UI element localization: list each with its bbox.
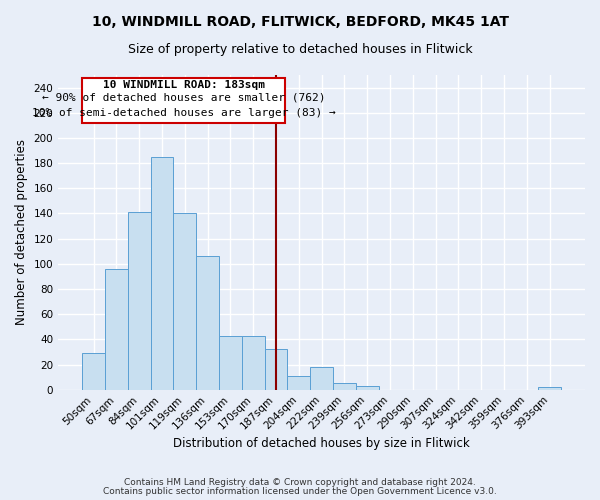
Bar — [105, 269, 128, 390]
Bar — [242, 336, 265, 390]
Bar — [265, 350, 287, 390]
Bar — [128, 212, 151, 390]
Bar — [287, 376, 310, 390]
Text: Contains HM Land Registry data © Crown copyright and database right 2024.: Contains HM Land Registry data © Crown c… — [124, 478, 476, 487]
Text: Size of property relative to detached houses in Flitwick: Size of property relative to detached ho… — [128, 42, 472, 56]
Text: 10 WINDMILL ROAD: 183sqm: 10 WINDMILL ROAD: 183sqm — [103, 80, 265, 90]
Bar — [151, 157, 173, 390]
X-axis label: Distribution of detached houses by size in Flitwick: Distribution of detached houses by size … — [173, 437, 470, 450]
Bar — [333, 384, 356, 390]
Bar — [173, 214, 196, 390]
Bar — [82, 353, 105, 390]
Text: ← 90% of detached houses are smaller (762): ← 90% of detached houses are smaller (76… — [42, 92, 325, 102]
Text: 10% of semi-detached houses are larger (83) →: 10% of semi-detached houses are larger (… — [32, 108, 335, 118]
Y-axis label: Number of detached properties: Number of detached properties — [15, 140, 28, 326]
Bar — [356, 386, 379, 390]
Bar — [310, 367, 333, 390]
Bar — [219, 336, 242, 390]
Bar — [196, 256, 219, 390]
Bar — [538, 387, 561, 390]
Text: 10, WINDMILL ROAD, FLITWICK, BEDFORD, MK45 1AT: 10, WINDMILL ROAD, FLITWICK, BEDFORD, MK… — [91, 15, 509, 29]
Text: Contains public sector information licensed under the Open Government Licence v3: Contains public sector information licen… — [103, 487, 497, 496]
